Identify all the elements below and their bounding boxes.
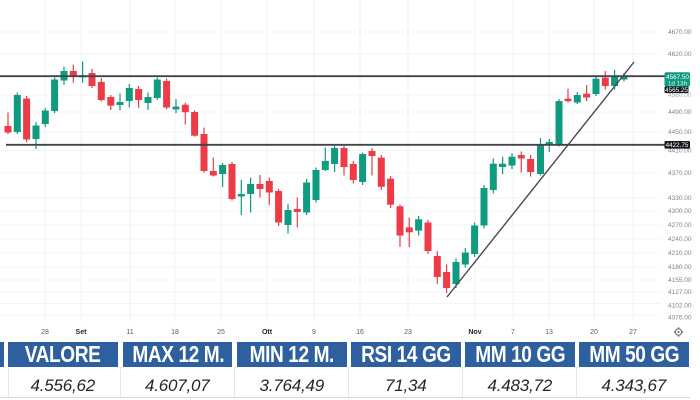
svg-text:4410.00: 4410.00 (668, 148, 692, 155)
svg-text:4102.00: 4102.00 (668, 303, 692, 310)
svg-text:4300.00: 4300.00 (668, 208, 692, 215)
svg-text:4422.75: 4422.75 (666, 142, 689, 149)
svg-text:25: 25 (217, 329, 225, 336)
svg-text:4240.00: 4240.00 (668, 236, 692, 243)
svg-text:4076.00: 4076.00 (668, 315, 692, 322)
svg-text:Nov: Nov (468, 329, 481, 336)
svg-text:4127.00: 4127.00 (668, 289, 692, 296)
svg-text:18: 18 (171, 329, 179, 336)
svg-text:20: 20 (590, 329, 598, 336)
svg-text:4490.00: 4490.00 (668, 109, 692, 116)
svg-text:4567.50: 4567.50 (666, 74, 689, 81)
svg-text:4180.00: 4180.00 (668, 264, 692, 271)
svg-text:4450.00: 4450.00 (668, 129, 692, 136)
svg-text:4565.25: 4565.25 (665, 87, 688, 94)
svg-text:4670.00: 4670.00 (668, 29, 692, 36)
svg-text:9: 9 (312, 329, 316, 336)
svg-text:27: 27 (629, 329, 637, 336)
svg-text:4620.00: 4620.00 (668, 51, 692, 58)
svg-text:23: 23 (404, 329, 412, 336)
svg-text:4210.00: 4210.00 (668, 250, 692, 257)
svg-text:16: 16 (356, 329, 364, 336)
svg-text:4560.00: 4560.00 (668, 92, 692, 99)
svg-text:11: 11 (126, 329, 133, 336)
svg-text:4370.00: 4370.00 (668, 170, 692, 177)
svg-text:4330.00: 4330.00 (668, 195, 692, 202)
svg-text:Ott: Ott (262, 329, 273, 336)
svg-text:28: 28 (41, 329, 49, 336)
svg-text:Set: Set (76, 329, 88, 336)
svg-text:7: 7 (511, 329, 515, 336)
svg-text:13: 13 (545, 329, 553, 336)
svg-text:1d 13h: 1d 13h (668, 80, 688, 87)
svg-text:4155.00: 4155.00 (668, 277, 692, 284)
svg-text:4270.00: 4270.00 (668, 222, 692, 229)
